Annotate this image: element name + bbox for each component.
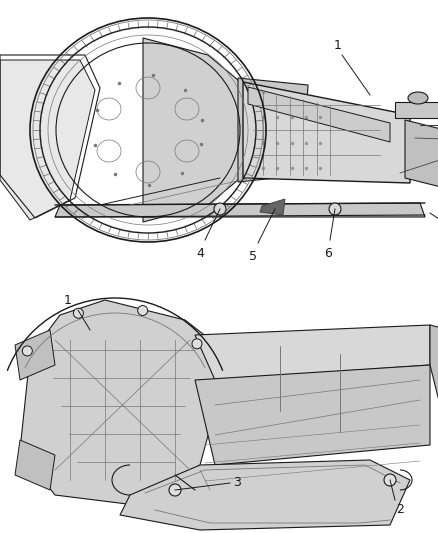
Ellipse shape [74, 308, 83, 318]
Ellipse shape [192, 339, 202, 349]
Text: 3: 3 [233, 475, 241, 489]
Polygon shape [395, 102, 438, 118]
Polygon shape [405, 120, 438, 193]
Polygon shape [260, 199, 285, 215]
Ellipse shape [169, 484, 181, 496]
Ellipse shape [138, 305, 148, 316]
Polygon shape [20, 300, 230, 505]
Polygon shape [238, 78, 308, 182]
Text: 1: 1 [334, 39, 342, 52]
Polygon shape [143, 38, 248, 222]
Polygon shape [248, 87, 390, 142]
Polygon shape [195, 365, 430, 465]
Text: 5: 5 [249, 250, 257, 263]
Text: 6: 6 [324, 247, 332, 260]
Polygon shape [15, 330, 55, 380]
Ellipse shape [408, 92, 428, 104]
Polygon shape [243, 82, 410, 183]
Text: 4: 4 [196, 247, 204, 260]
Ellipse shape [329, 203, 341, 215]
Polygon shape [15, 440, 55, 490]
Polygon shape [0, 60, 95, 220]
Ellipse shape [214, 203, 226, 215]
Ellipse shape [22, 346, 32, 356]
Text: 1: 1 [64, 294, 72, 307]
Polygon shape [120, 460, 410, 530]
Polygon shape [195, 325, 430, 380]
Polygon shape [55, 203, 425, 217]
Text: 2: 2 [396, 503, 404, 516]
Ellipse shape [384, 474, 396, 486]
Polygon shape [430, 325, 438, 445]
